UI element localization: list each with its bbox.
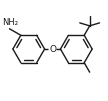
Text: O: O	[49, 45, 56, 54]
Text: NH₂: NH₂	[2, 18, 18, 27]
